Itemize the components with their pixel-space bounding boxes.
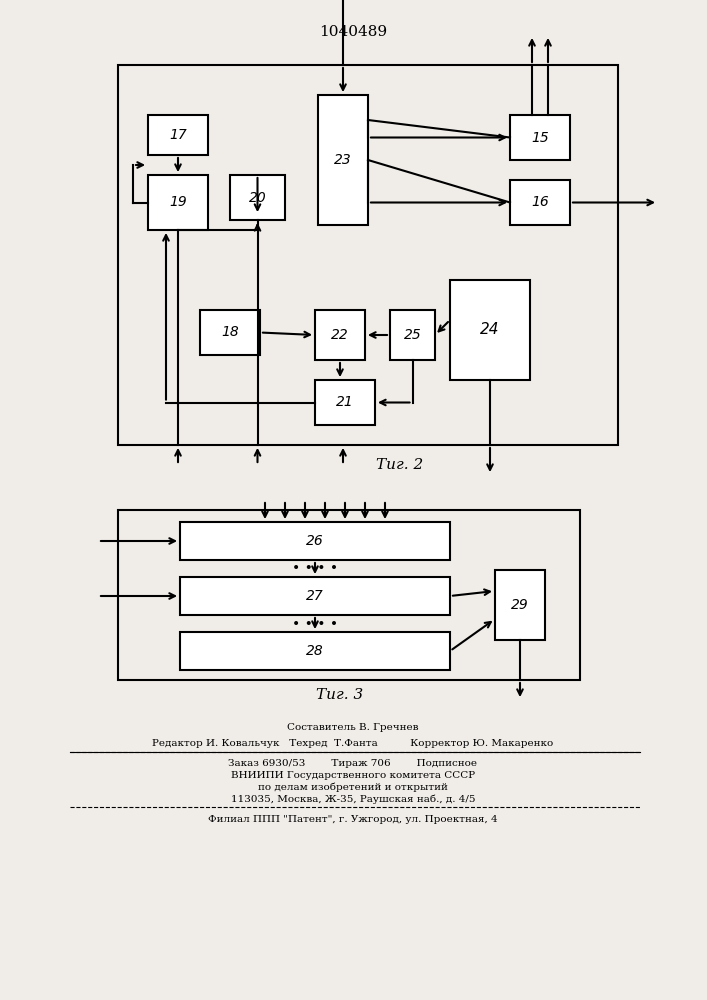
- FancyBboxPatch shape: [180, 632, 450, 670]
- FancyBboxPatch shape: [315, 380, 375, 425]
- Text: 28: 28: [306, 644, 324, 658]
- Text: 24: 24: [480, 322, 500, 338]
- Text: 22: 22: [331, 328, 349, 342]
- Text: 23: 23: [334, 153, 352, 167]
- Text: • • • •: • • • •: [292, 616, 338, 631]
- Text: 19: 19: [169, 196, 187, 210]
- FancyBboxPatch shape: [450, 280, 530, 380]
- Text: Τиг. 2: Τиг. 2: [376, 458, 423, 472]
- FancyBboxPatch shape: [148, 175, 208, 230]
- Text: 113035, Москва, Ж-35, Раушская наб., д. 4/5: 113035, Москва, Ж-35, Раушская наб., д. …: [230, 794, 475, 804]
- FancyBboxPatch shape: [318, 95, 368, 225]
- FancyBboxPatch shape: [510, 115, 570, 160]
- Text: 18: 18: [221, 326, 239, 340]
- Text: ВНИИПИ Государственного комитета СССР: ВНИИПИ Государственного комитета СССР: [231, 770, 475, 780]
- Text: 17: 17: [169, 128, 187, 142]
- Text: Τиг. 3: Τиг. 3: [316, 688, 363, 702]
- Text: • • • •: • • • •: [292, 562, 338, 576]
- FancyBboxPatch shape: [180, 522, 450, 560]
- FancyBboxPatch shape: [510, 180, 570, 225]
- FancyBboxPatch shape: [230, 175, 285, 220]
- Text: 1040489: 1040489: [319, 25, 387, 39]
- FancyBboxPatch shape: [495, 570, 545, 640]
- Text: Редактор И. Ковальчук   Техред  Т.Фанта          Корректор Ю. Макаренко: Редактор И. Ковальчук Техред Т.Фанта Кор…: [153, 738, 554, 748]
- FancyBboxPatch shape: [180, 577, 450, 615]
- Text: 27: 27: [306, 589, 324, 603]
- Text: 25: 25: [404, 328, 421, 342]
- Text: 29: 29: [511, 598, 529, 612]
- Text: 21: 21: [336, 395, 354, 410]
- Text: по делам изобретений и открытий: по делам изобретений и открытий: [258, 782, 448, 792]
- FancyBboxPatch shape: [390, 310, 435, 360]
- FancyBboxPatch shape: [148, 115, 208, 155]
- Text: 26: 26: [306, 534, 324, 548]
- Text: 16: 16: [531, 196, 549, 210]
- Text: 15: 15: [531, 130, 549, 144]
- Text: Составитель В. Гречнев: Составитель В. Гречнев: [287, 724, 419, 732]
- FancyBboxPatch shape: [200, 310, 260, 355]
- Text: Филиал ППП "Патент", г. Ужгород, ул. Проектная, 4: Филиал ППП "Патент", г. Ужгород, ул. Про…: [208, 814, 498, 824]
- Text: Заказ 6930/53        Тираж 706        Подписное: Заказ 6930/53 Тираж 706 Подписное: [228, 758, 477, 768]
- Text: 20: 20: [249, 190, 267, 205]
- FancyBboxPatch shape: [315, 310, 365, 360]
